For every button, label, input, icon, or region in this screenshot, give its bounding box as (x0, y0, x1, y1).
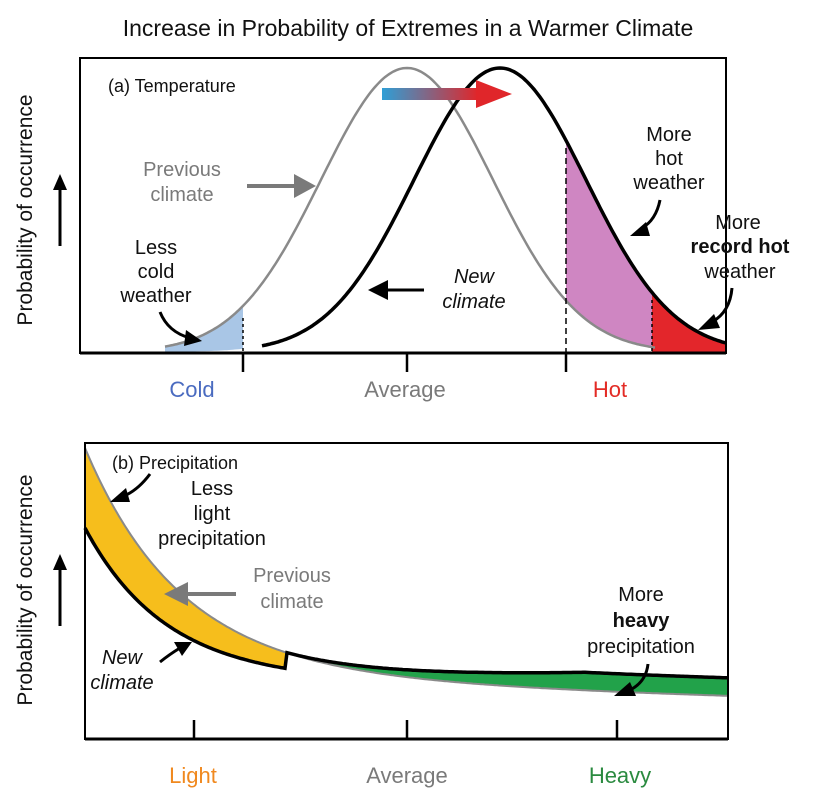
tick-label-heavy: Heavy (589, 763, 651, 788)
panel-a-label: (a) Temperature (108, 76, 236, 96)
new-climate-label-line2: climate (442, 291, 505, 313)
less-cold-colored-word: cold (138, 261, 175, 283)
b-new-climate-line2: climate (90, 672, 153, 694)
figure-title: Increase in Probability of Extremes in a… (123, 15, 694, 41)
less-light-line3: precipitation (158, 528, 266, 550)
more-heavy-pointer-arrow (614, 663, 650, 696)
new-climate-curve (83, 527, 728, 680)
more-heavy-colored-word: heavy (613, 610, 671, 632)
panel-b-up-arrow (53, 554, 67, 626)
panel-a-ylabel: Probability of occurrence (14, 94, 37, 325)
panel-b-ylabel: Probability of occurrence (14, 474, 37, 705)
tick-label-cold: Cold (169, 377, 214, 402)
tick-label-hot: Hot (593, 377, 627, 402)
previous-climate-pointer-arrow (247, 174, 316, 198)
less-cold-line3: weather (119, 285, 191, 307)
less-cold-area (165, 305, 243, 352)
less-light-area (85, 448, 290, 669)
more-record-hot-colored-word: record hot (691, 236, 790, 258)
panel-temperature: Probability of occurrence Cold Average H… (14, 57, 790, 402)
previous-climate-label-line1: Previous (143, 159, 221, 181)
more-hot-colored-word: hot (655, 148, 683, 170)
b-previous-climate-pointer-arrow (164, 582, 236, 606)
previous-climate-curve (84, 447, 728, 697)
tick-label-average: Average (366, 763, 448, 788)
more-heavy-line3: precipitation (587, 636, 695, 658)
b-new-climate-line1: New (102, 647, 144, 669)
more-heavy-line1: More (618, 584, 664, 606)
new-climate-label-line1: New (454, 266, 496, 288)
new-climate-pointer-arrow (368, 280, 424, 300)
previous-climate-label-line2: climate (150, 184, 213, 206)
less-cold-line1: Less (135, 237, 177, 259)
record-hot-pointer-arrow (698, 287, 734, 330)
b-previous-climate-line1: Previous (253, 565, 331, 587)
new-climate-curve (261, 66, 727, 348)
more-hot-area (566, 140, 652, 348)
less-cold-pointer-arrow (158, 311, 202, 346)
previous-climate-curve (164, 66, 656, 349)
less-light-line1: Less (191, 478, 233, 500)
tick-label-average: Average (364, 377, 446, 402)
less-light-pointer-arrow (110, 473, 152, 502)
more-hot-pointer-arrow (630, 199, 662, 236)
warming-shift-arrow (382, 80, 512, 108)
panel-a-up-arrow (53, 174, 67, 246)
tick-label-light: Light (169, 763, 217, 788)
more-record-hot-line3: weather (703, 261, 775, 283)
more-hot-line3: weather (632, 172, 704, 194)
panel-precipitation: Probability of occurrence Light Average … (14, 442, 729, 788)
b-previous-climate-line2: climate (260, 591, 323, 613)
b-new-climate-pointer-arrow (159, 642, 192, 664)
less-light-colored-word: light (194, 503, 231, 525)
more-record-hot-line1: More (715, 212, 761, 234)
more-hot-line1: More (646, 124, 692, 146)
panel-b-label: (b) Precipitation (112, 453, 238, 473)
